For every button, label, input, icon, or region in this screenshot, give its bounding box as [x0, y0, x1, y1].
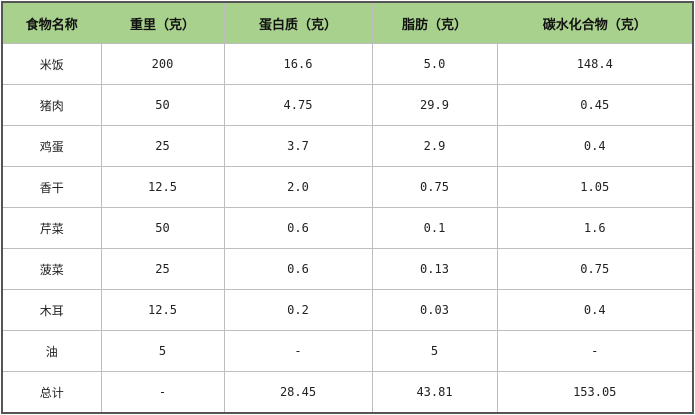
food-name-cell: 芹菜 [1, 207, 102, 249]
column-header: 碳水化合物（克） [496, 1, 694, 44]
value-cell: 0.6 [223, 248, 373, 290]
table-row: 芹菜 50 0.6 0.1 1.6 [1, 207, 694, 249]
value-cell: 12.5 [100, 166, 225, 208]
food-name-cell: 米饭 [1, 43, 102, 85]
value-cell: 148.4 [496, 43, 694, 85]
header-row: 食物名称 重里（克） 蛋白质（克） 脂肪（克） 碳水化合物（克） [1, 1, 694, 44]
value-cell: 0.45 [496, 84, 694, 126]
value-cell: 0.2 [223, 289, 373, 331]
value-cell: 5 [371, 330, 498, 372]
value-cell: 0.03 [371, 289, 498, 331]
table-row: 猪肉 50 4.75 29.9 0.45 [1, 84, 694, 126]
table-row: 鸡蛋 25 3.7 2.9 0.4 [1, 125, 694, 167]
value-cell: 12.5 [100, 289, 225, 331]
food-name-cell: 菠菜 [1, 248, 102, 290]
value-cell: 2.0 [223, 166, 373, 208]
value-cell: 0.1 [371, 207, 498, 249]
food-name-cell: 木耳 [1, 289, 102, 331]
value-cell: 0.75 [371, 166, 498, 208]
value-cell: 25 [100, 125, 225, 167]
value-cell: 0.4 [496, 289, 694, 331]
value-cell: 0.13 [371, 248, 498, 290]
value-cell: 16.6 [223, 43, 373, 85]
table-row: 米饭 200 16.6 5.0 148.4 [1, 43, 694, 85]
value-cell: 0.6 [223, 207, 373, 249]
food-name-cell: 总计 [1, 371, 102, 414]
food-name-cell: 猪肉 [1, 84, 102, 126]
value-cell: 2.9 [371, 125, 498, 167]
table-row: 菠菜 25 0.6 0.13 0.75 [1, 248, 694, 290]
table-row: 香干 12.5 2.0 0.75 1.05 [1, 166, 694, 208]
column-header: 蛋白质（克） [223, 1, 373, 44]
value-cell: 3.7 [223, 125, 373, 167]
value-cell: 5.0 [371, 43, 498, 85]
value-cell: 1.05 [496, 166, 694, 208]
food-name-cell: 香干 [1, 166, 102, 208]
value-cell: 5 [100, 330, 225, 372]
value-cell: 50 [100, 207, 225, 249]
value-cell: 50 [100, 84, 225, 126]
value-cell: 1.6 [496, 207, 694, 249]
table-row: 木耳 12.5 0.2 0.03 0.4 [1, 289, 694, 331]
column-header: 重里（克） [100, 1, 225, 44]
value-cell: 43.81 [371, 371, 498, 414]
food-name-cell: 油 [1, 330, 102, 372]
value-cell: - [100, 371, 225, 414]
value-cell: 153.05 [496, 371, 694, 414]
value-cell: 25 [100, 248, 225, 290]
food-name-cell: 鸡蛋 [1, 125, 102, 167]
value-cell: 29.9 [371, 84, 498, 126]
value-cell: 0.75 [496, 248, 694, 290]
table-row: 总计 -28.45 43.81 153.05 [1, 371, 694, 414]
value-cell: 200 [100, 43, 225, 85]
value-cell: 28.45 [223, 371, 373, 414]
value-cell: - [496, 330, 694, 372]
value-cell: 4.75 [223, 84, 373, 126]
column-header: 食物名称 [1, 1, 102, 44]
column-header: 脂肪（克） [371, 1, 498, 44]
value-cell: 0.4 [496, 125, 694, 167]
value-cell: - [223, 330, 373, 372]
